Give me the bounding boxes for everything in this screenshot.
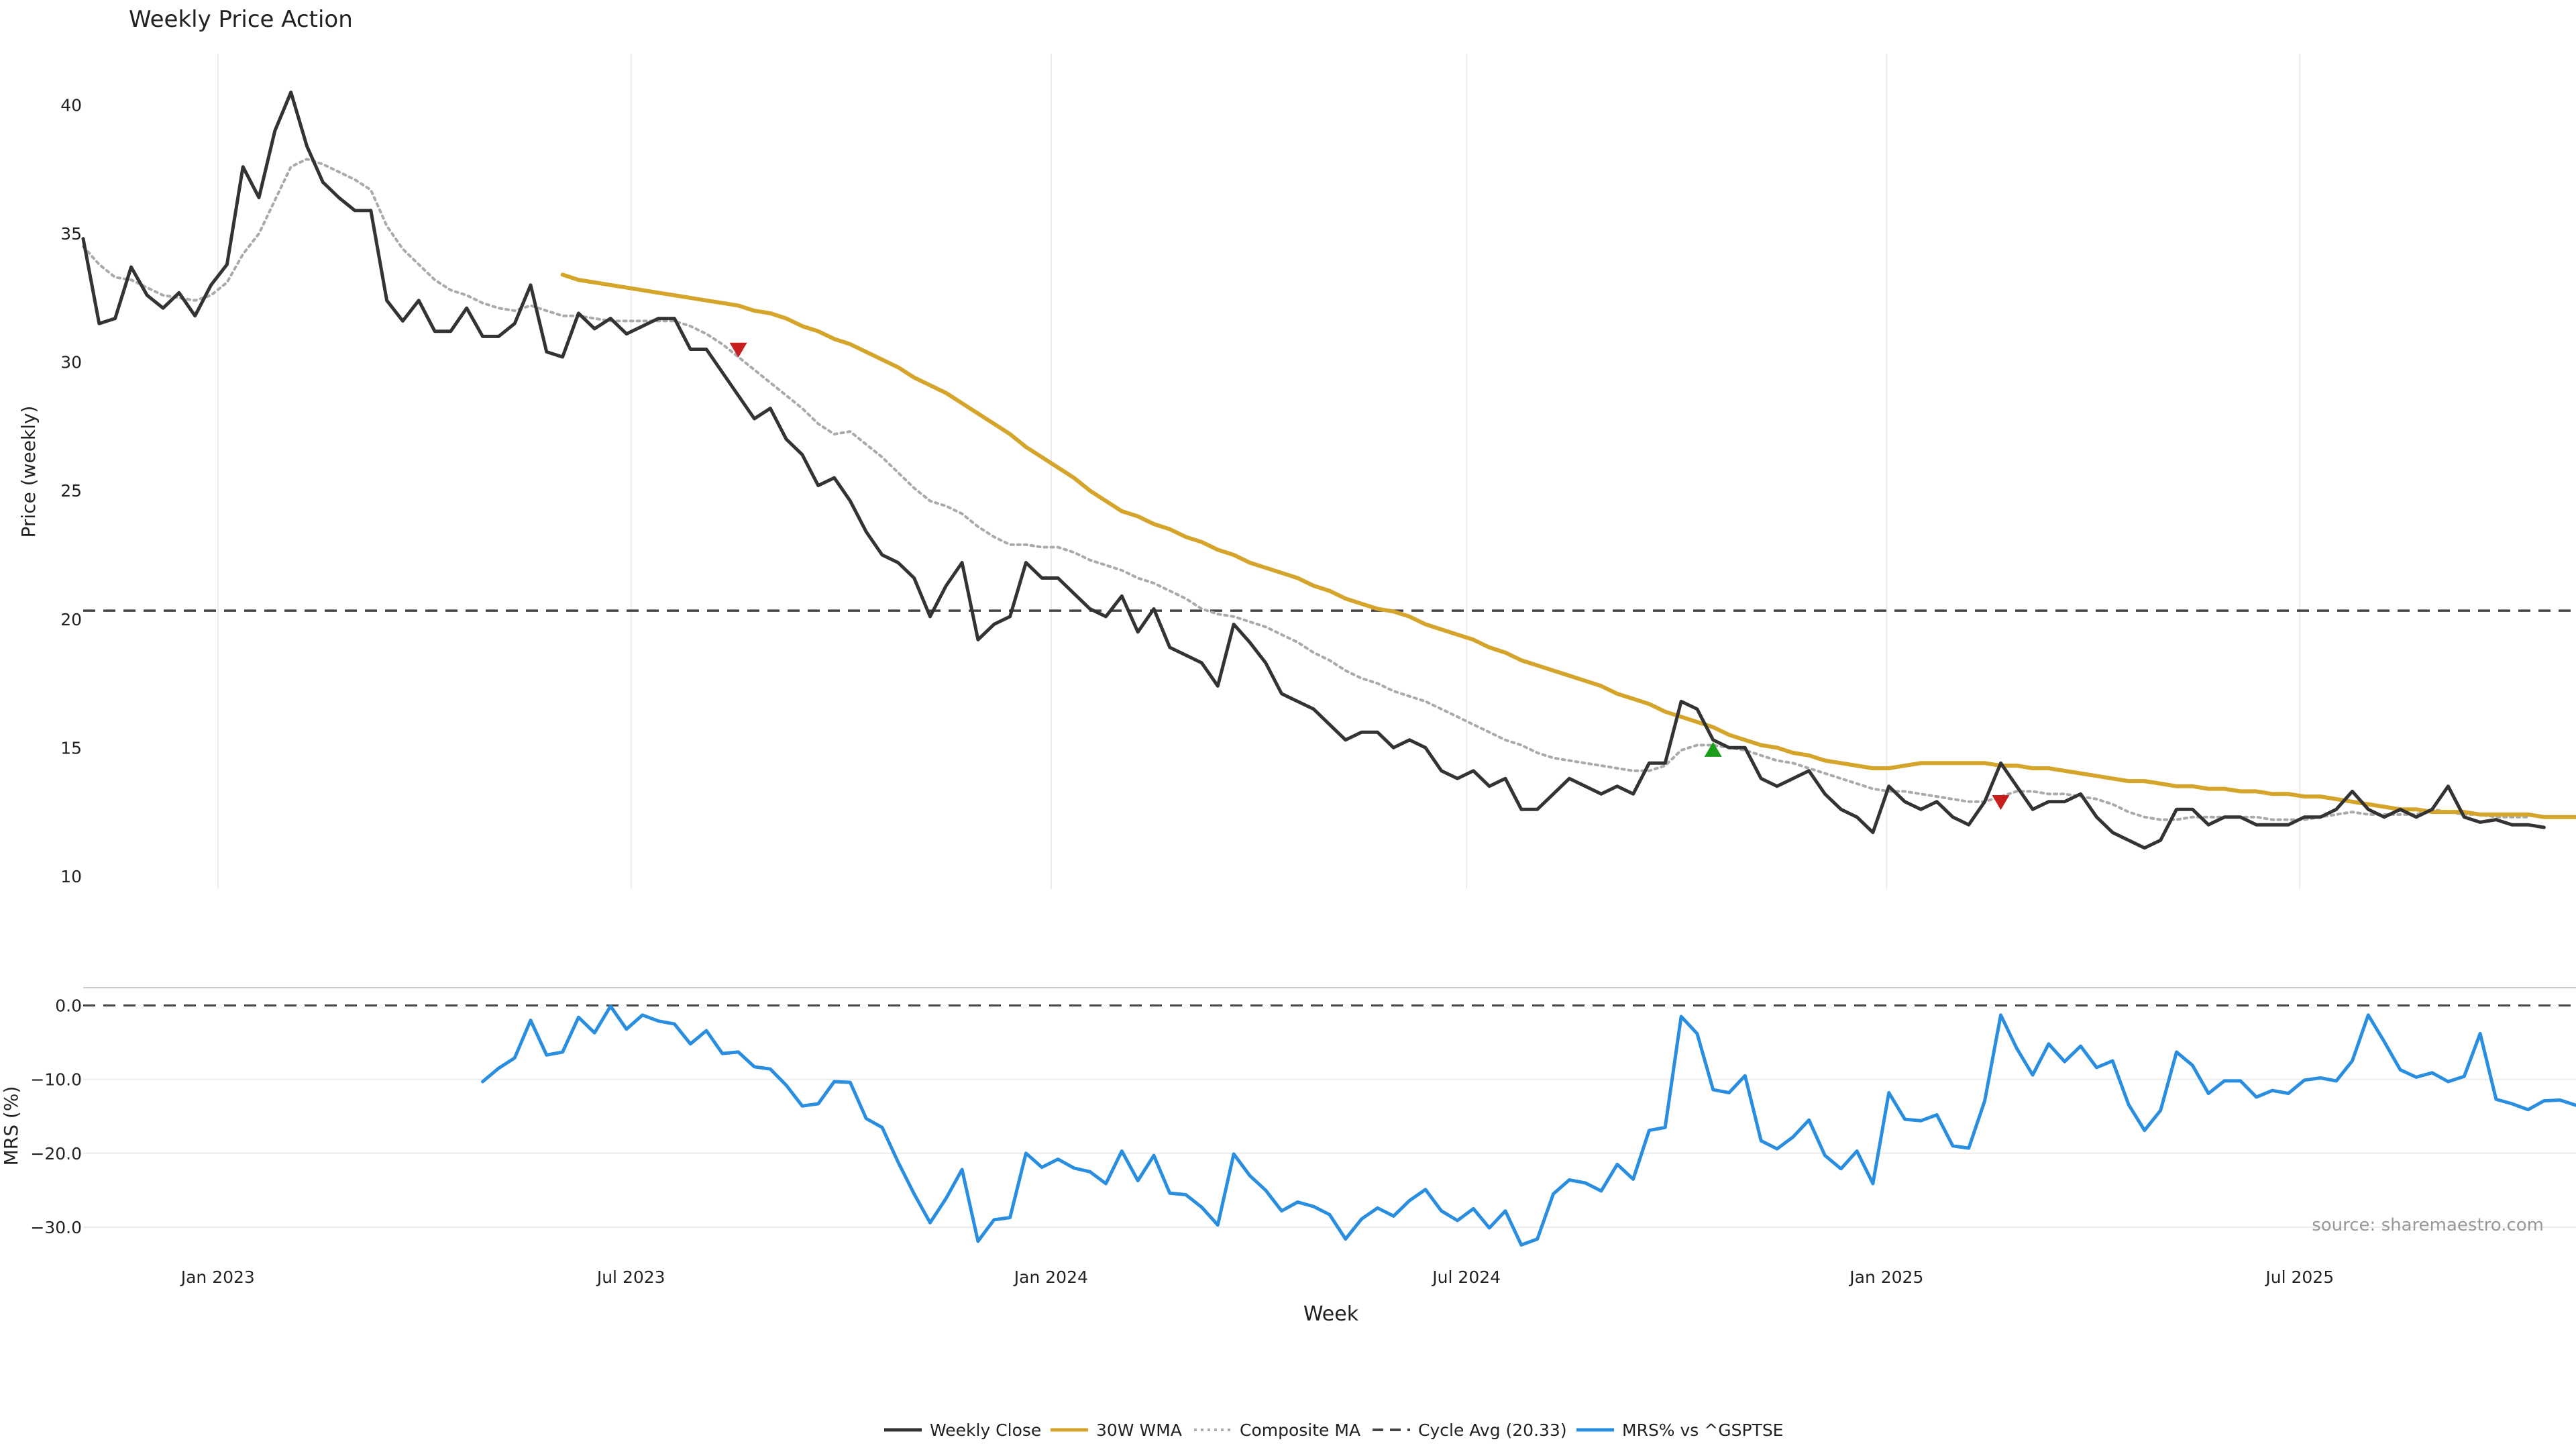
x-tick-label-jul-2024: Jul 2024 [1431, 1267, 1501, 1287]
legend-label-30w-wma: 30W WMA [1096, 1420, 1182, 1440]
series-line-composite-ma [83, 159, 2528, 820]
legend-label-mrs: MRS% vs ^GSPTSE [1622, 1420, 1783, 1440]
legend-item-composite-ma: Composite MA [1194, 1420, 1360, 1440]
x-axis-label: Week [1303, 1302, 1359, 1326]
x-axis-ticks: Jan 2023 Jul 2023 Jan 2024 Jul 2024 Jan 2025… [180, 1267, 2334, 1287]
legend-item-30w-wma: 30W WMA [1051, 1420, 1182, 1440]
price-series [83, 93, 2576, 848]
series-line-mrs [483, 1006, 2576, 1245]
x-tick-label-jan-2023: Jan 2023 [180, 1267, 255, 1287]
sell-signal-marker-0 [730, 343, 747, 358]
price-y-tick-35: 35 [60, 224, 82, 244]
legend-item-cycle-avg: Cycle Avg (20.33) [1373, 1420, 1567, 1440]
mrs-y-tick-1: −10.0 [30, 1070, 82, 1090]
series-line-weekly-close [83, 93, 2544, 848]
mrs-y-tick-2: −20.0 [30, 1144, 82, 1163]
price-y-tick-10: 10 [60, 867, 82, 886]
mrs-series [483, 1006, 2576, 1245]
legend: Weekly Close 30W WMA Composite MA Cycle … [884, 1420, 1783, 1440]
chart-title: Weekly Price Action [129, 6, 353, 33]
legend-item-mrs: MRS% vs ^GSPTSE [1576, 1420, 1783, 1440]
mrs-y-axis-ticks: 0.0 −10.0 −20.0 −30.0 [30, 996, 82, 1237]
signal-markers [730, 343, 2010, 810]
legend-item-weekly-close: Weekly Close [884, 1420, 1041, 1440]
legend-label-cycle-avg: Cycle Avg (20.33) [1418, 1420, 1567, 1440]
x-tick-label-jan-2025: Jan 2025 [1848, 1267, 1923, 1287]
legend-label-composite-ma: Composite MA [1240, 1420, 1360, 1440]
series-line-30w-wma [563, 274, 2576, 817]
x-tick-label-jan-2024: Jan 2024 [1013, 1267, 1088, 1287]
mrs-y-tick-0: 0.0 [55, 996, 82, 1016]
price-y-tick-30: 30 [60, 353, 82, 372]
mrs-y-tick-3: −30.0 [30, 1218, 82, 1237]
price-y-tick-25: 25 [60, 481, 82, 501]
price-y-tick-15: 15 [60, 738, 82, 758]
price-y-tick-40: 40 [60, 96, 82, 115]
source-note: source: sharemaestro.com [2312, 1215, 2544, 1235]
x-tick-label-jul-2023: Jul 2023 [596, 1267, 665, 1287]
mrs-grid [83, 1006, 2576, 1227]
price-y-axis-ticks: 10 15 20 25 30 35 40 [60, 96, 82, 886]
x-tick-label-jul-2025: Jul 2025 [2264, 1267, 2334, 1287]
price-y-axis-label: Price (weekly) [17, 406, 40, 538]
legend-label-weekly-close: Weekly Close [930, 1420, 1041, 1440]
price-y-tick-20: 20 [60, 610, 82, 629]
mrs-y-axis-label: MRS (%) [0, 1086, 22, 1166]
sell-signal-marker-2 [1992, 795, 2010, 810]
